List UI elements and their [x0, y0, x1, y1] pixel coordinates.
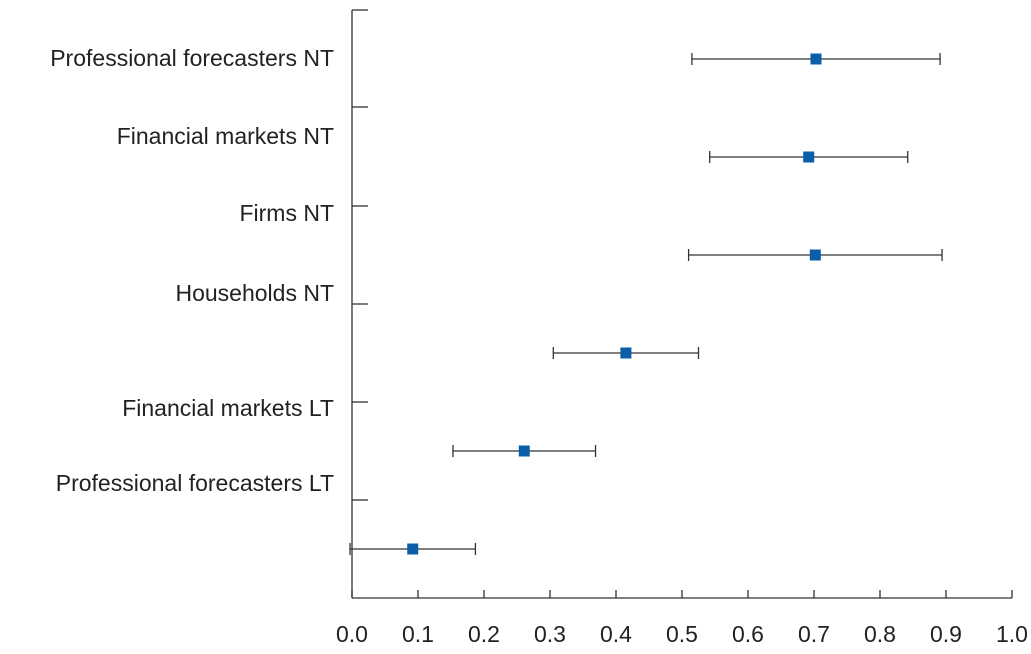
- y-category-label: Professional forecasters LT: [56, 470, 334, 496]
- point: [810, 53, 822, 65]
- point: [803, 151, 815, 163]
- point: [809, 249, 821, 261]
- y-category-label: Professional forecasters NT: [50, 45, 334, 71]
- y-category-label: Financial markets LT: [122, 395, 334, 421]
- x-tick-label: 0.6: [732, 621, 764, 647]
- x-tick-label: 0.4: [600, 621, 632, 647]
- x-tick-label: 0.9: [930, 621, 962, 647]
- x-tick-label: 0.3: [534, 621, 566, 647]
- y-category-label: Firms NT: [239, 200, 334, 226]
- x-tick-label: 0.7: [798, 621, 830, 647]
- x-tick-label: 0.2: [468, 621, 500, 647]
- x-tick-label: 0.5: [666, 621, 698, 647]
- x-tick-label: 0.1: [402, 621, 434, 647]
- point: [518, 445, 530, 457]
- point: [620, 347, 632, 359]
- x-tick-label: 0.0: [336, 621, 368, 647]
- x-tick-label: 1.0: [996, 621, 1028, 647]
- y-category-label: Financial markets NT: [117, 123, 334, 149]
- point: [407, 543, 419, 555]
- x-tick-label: 0.8: [864, 621, 896, 647]
- y-axis-ticks: [352, 9, 368, 501]
- y-category-label: Households NT: [175, 280, 334, 306]
